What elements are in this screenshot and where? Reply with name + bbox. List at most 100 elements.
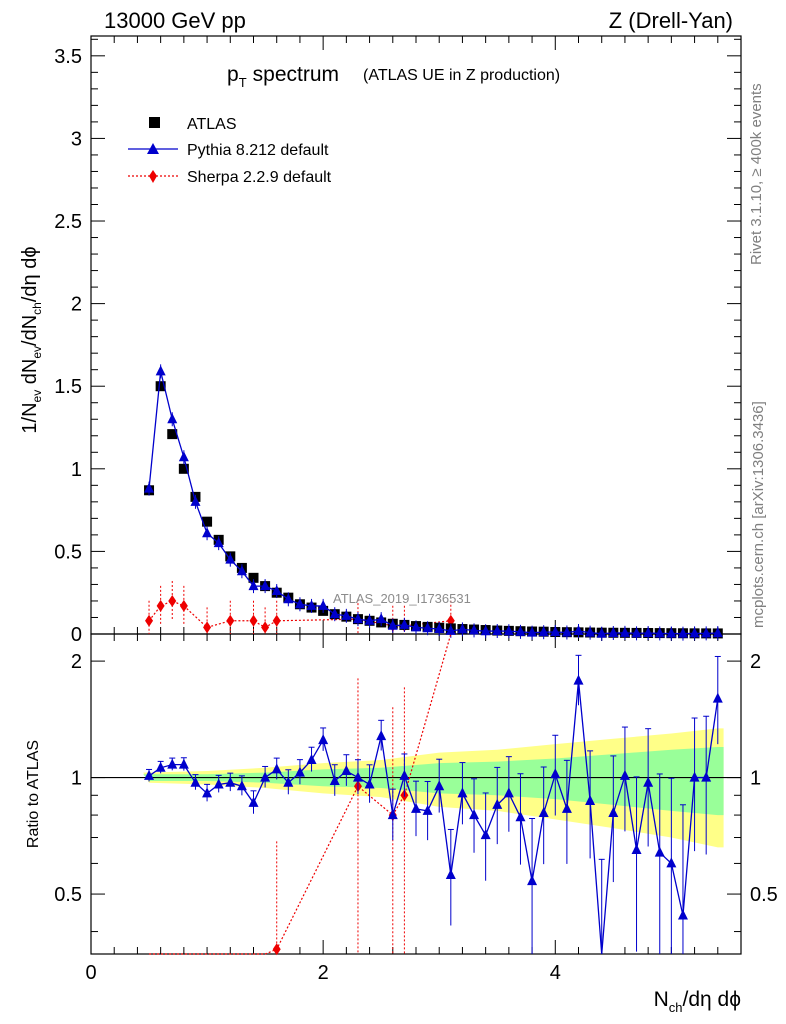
sherpa-ratio-point — [272, 943, 281, 956]
pythia-ratio-point — [492, 798, 503, 809]
pythia-point — [225, 553, 236, 564]
pythia-point — [538, 626, 549, 637]
pythia-point — [701, 627, 712, 638]
pythia-ratio-point — [236, 780, 247, 791]
pythia-ratio-point — [689, 771, 700, 782]
pythia-point — [399, 618, 410, 629]
pythia-point — [318, 599, 329, 610]
rivet-label: Rivet 3.1.10, ≥ 400k events — [748, 83, 765, 265]
pythia-point — [144, 482, 155, 493]
atlas-point — [202, 516, 213, 527]
ratio-tick-label: 0.5 — [54, 884, 82, 906]
pythia-ratio-point — [434, 780, 445, 791]
pythia-point — [689, 627, 700, 638]
pythia-point — [329, 608, 340, 619]
pythia-point — [271, 585, 282, 596]
pythia-point — [260, 580, 271, 591]
pythia-ratio-point — [387, 809, 398, 820]
pythia-point — [585, 626, 596, 637]
pythia-point — [167, 413, 178, 424]
pythia-ratio-point — [469, 809, 480, 820]
pythia-ratio-point — [271, 763, 282, 774]
pythia-ratio-point — [527, 875, 538, 886]
pythia-ratio-point — [283, 776, 294, 787]
pythia-point — [457, 623, 468, 634]
pythia-ratio-point — [538, 806, 549, 817]
pythia-ratio-point — [352, 771, 363, 782]
sherpa-point — [156, 599, 165, 612]
pythia-point — [573, 625, 584, 636]
atlas-point — [167, 429, 178, 440]
pythia-ratio-point — [701, 771, 712, 782]
ratio-uncertainty-band — [91, 728, 741, 848]
pythia-ratio-point — [712, 692, 723, 703]
sherpa-point — [168, 594, 177, 607]
y-tick-label: 3 — [71, 128, 82, 150]
pythia-ratio-point — [202, 787, 213, 798]
pythia-ratio-point — [144, 769, 155, 780]
pythia-point — [619, 626, 630, 637]
ratio-tick-label-right: 2 — [750, 651, 761, 673]
sherpa-point — [145, 614, 154, 627]
pythia-ratio-point — [631, 843, 642, 854]
pythia-ratio-point — [480, 829, 491, 840]
x-axis-label: Nch/dη dϕ — [654, 988, 741, 1015]
pythia-point — [352, 613, 363, 624]
pythia-ratio-point — [341, 764, 352, 775]
pythia-ratio-point — [225, 776, 236, 787]
header-right: Z (Drell-Yan) — [609, 8, 733, 33]
pythia-point — [654, 627, 665, 638]
sherpa-point — [203, 621, 212, 634]
pythia-ratio-point — [411, 802, 421, 813]
pythia-ratio-point — [167, 758, 178, 769]
pythia-ratio-point — [178, 758, 189, 769]
pythia-point — [445, 624, 456, 635]
pythia-ratio-point — [573, 674, 584, 685]
chart-title: pT spectrum — [227, 63, 339, 90]
legend-label-pythia: Pythia 8.212 default — [187, 142, 329, 159]
pythia-point — [422, 622, 433, 633]
pythia-point — [596, 627, 607, 638]
pythia-point — [480, 625, 491, 636]
pythia-point — [248, 580, 259, 591]
pythia-point — [155, 365, 166, 376]
chart-title-sub: T — [239, 75, 247, 90]
sherpa-point — [261, 621, 270, 634]
pythia-point — [434, 623, 445, 634]
pythia-point — [631, 627, 642, 638]
x-tick-label: 2 — [318, 962, 329, 984]
y-tick-label: 3.5 — [54, 46, 82, 68]
legend-marker-pythia — [147, 143, 159, 154]
pythia-point — [213, 537, 224, 548]
pythia-point — [503, 625, 514, 636]
pythia-ratio-point — [503, 787, 514, 798]
legend-label-sherpa: Sherpa 2.2.9 default — [187, 169, 332, 186]
ratio-tick-label: 1 — [71, 768, 82, 790]
sherpa-point — [272, 614, 281, 627]
legend-marker-atlas — [149, 117, 160, 128]
pythia-point — [677, 627, 688, 638]
pythia-ratio-point — [654, 846, 665, 857]
sherpa-point — [249, 614, 258, 627]
pythia-point — [411, 621, 421, 632]
pythia-point — [306, 599, 317, 610]
pythia-ratio-point — [376, 730, 387, 741]
pythia-ratio-point — [318, 734, 329, 745]
pythia-ratio-point — [608, 806, 619, 817]
pythia-ratio-point — [643, 776, 654, 787]
pythia-point — [202, 527, 213, 538]
pythia-point — [712, 627, 723, 638]
pythia-point — [364, 614, 375, 625]
ratio-tick-label-right: 0.5 — [750, 884, 778, 906]
pythia-point — [469, 624, 480, 635]
legend-marker-sherpa — [149, 170, 157, 183]
legend-label-atlas: ATLAS — [187, 116, 237, 133]
y-tick-label: 0.5 — [54, 541, 82, 563]
pythia-ratio-point — [445, 869, 456, 880]
header-left: 13000 GeV pp — [104, 8, 246, 33]
pythia-point — [492, 625, 503, 636]
pythia-ratio-point — [248, 796, 259, 807]
pythia-point — [515, 625, 526, 636]
pythia-ratio-point — [561, 802, 572, 813]
